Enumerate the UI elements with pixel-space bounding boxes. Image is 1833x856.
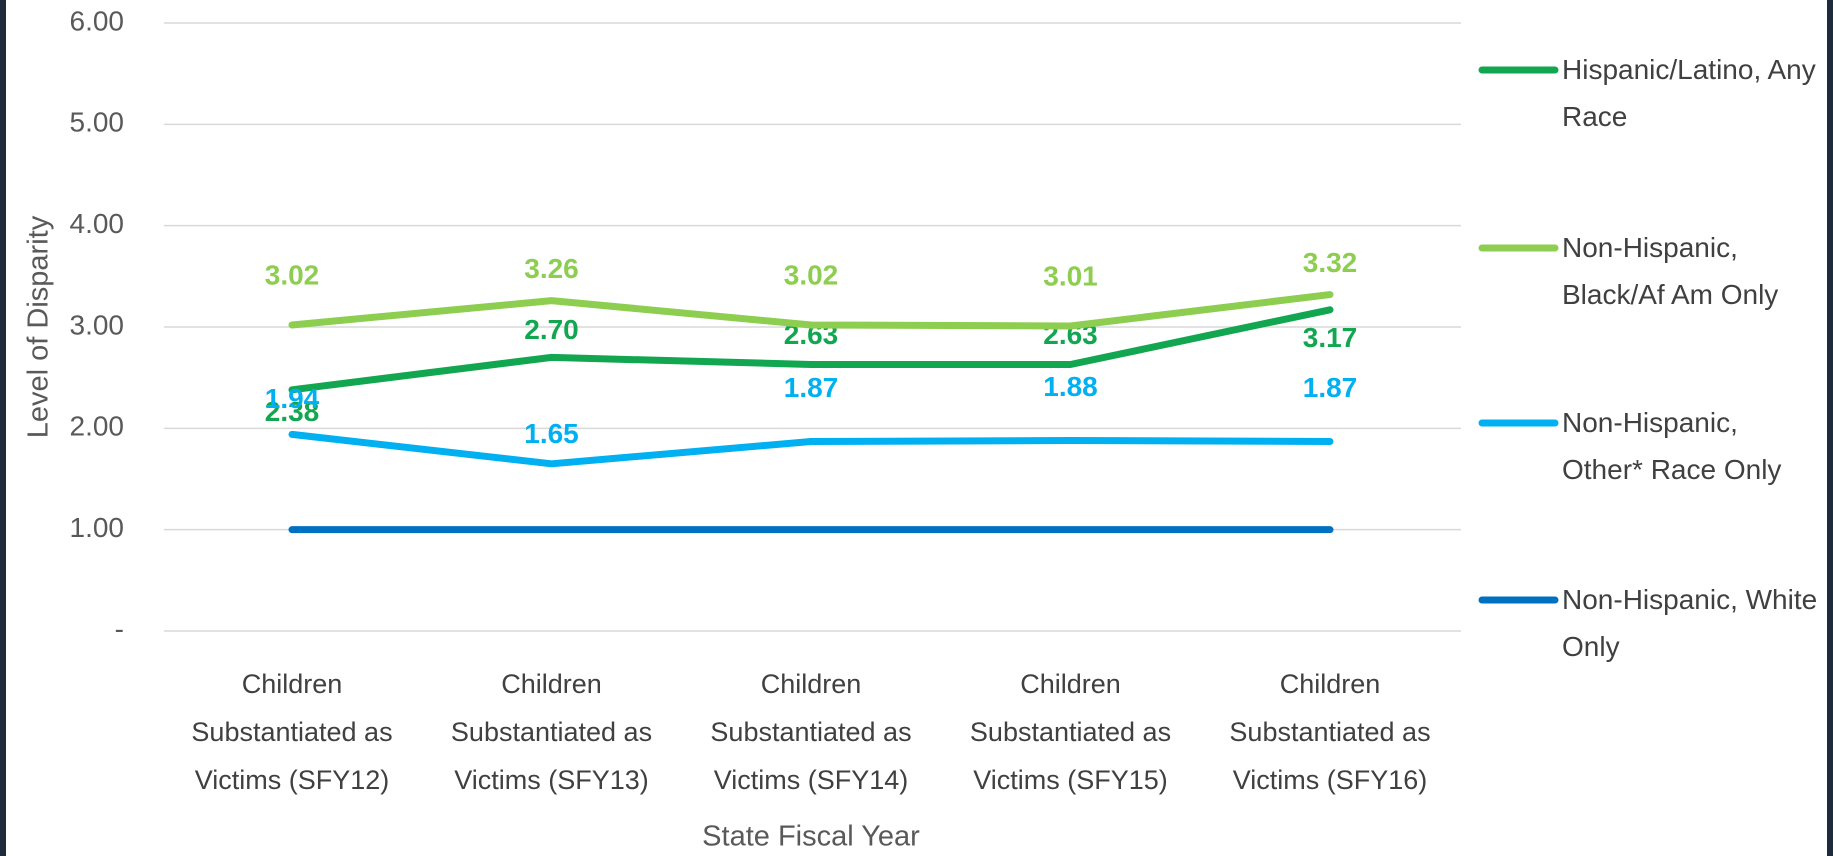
y-tick-label: 3.00 <box>70 309 125 340</box>
y-tick-label: 4.00 <box>70 208 125 239</box>
x-tick-label: Children Substantiated as Victims (SFY16… <box>1229 669 1431 795</box>
y-tick-label: - <box>115 613 124 644</box>
data-label: 3.17 <box>1303 322 1358 353</box>
data-label: 1.65 <box>524 418 579 449</box>
x-tick-label: Children Substantiated as Victims (SFY12… <box>191 669 393 795</box>
line-series <box>288 306 1334 394</box>
legend-label: Hispanic/Latino, Any Race <box>1562 54 1816 132</box>
data-label: 1.87 <box>1303 372 1358 403</box>
data-label: 3.02 <box>784 259 839 290</box>
data-label: 1.94 <box>265 383 320 414</box>
legend-label: Non-Hispanic, Other* Race Only <box>1562 407 1782 485</box>
line-series <box>288 430 1334 468</box>
legend-label: Non-Hispanic, White Only <box>1562 584 1818 662</box>
x-tick-label: Children Substantiated as Victims (SFY13… <box>450 669 653 795</box>
data-label: 2.70 <box>524 314 579 345</box>
data-label: 3.26 <box>524 253 579 284</box>
data-label: 3.02 <box>265 259 320 290</box>
data-label: 1.87 <box>784 372 839 403</box>
y-tick-label: 5.00 <box>70 107 125 138</box>
line-series <box>288 291 1334 330</box>
data-label: 3.32 <box>1303 247 1358 278</box>
data-label: 2.38 <box>265 396 320 427</box>
x-axis-label: State Fiscal Year <box>702 821 920 853</box>
y-tick-label: 6.00 <box>70 5 125 36</box>
data-label: 1.88 <box>1043 371 1098 402</box>
legend-label: Non-Hispanic, Black/Af Am Only <box>1562 232 1779 310</box>
y-tick-label: 2.00 <box>70 411 125 442</box>
x-tick-label: Children Substantiated as Victims (SFY15… <box>969 669 1172 795</box>
y-tick-label: 1.00 <box>70 512 125 543</box>
data-label: 3.01 <box>1043 260 1098 291</box>
y-axis-label: Level of Disparity <box>23 215 55 438</box>
x-tick-label: Children Substantiated as Victims (SFY14… <box>710 669 912 795</box>
